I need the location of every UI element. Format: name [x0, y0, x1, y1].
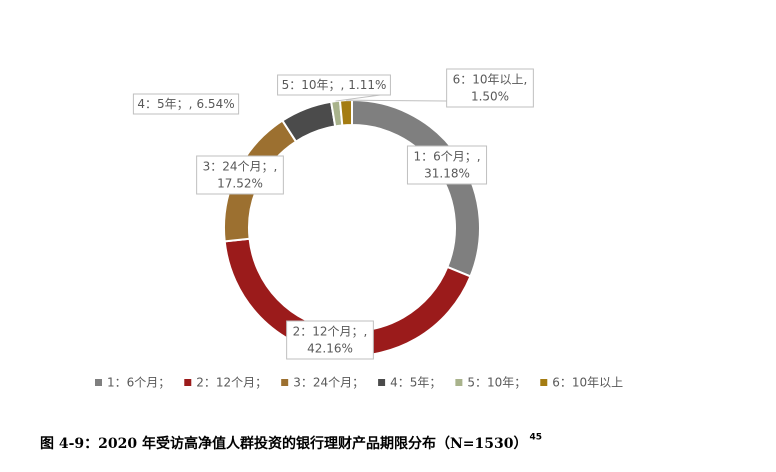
legend-swatch: [184, 379, 192, 386]
legend-label: 3：24个月；: [293, 376, 364, 390]
legend-label: 5：10年；: [467, 376, 526, 390]
legend-label: 6：10年以上: [552, 376, 623, 390]
data-label: 3：24个月；, 17.52%: [196, 155, 284, 195]
label-name: 1：6个月；,: [413, 150, 480, 164]
footnote-ref: 45: [530, 433, 543, 443]
label-value: 1.50%: [471, 90, 509, 104]
label-text: 4：5年；, 6.54%: [137, 97, 234, 111]
label-text: 5：10年；, 1.11%: [282, 78, 387, 92]
caption: 图 4-9：2020 年受访高净值人群投资的银行理财产品期限分布（N=1530）: [40, 435, 528, 452]
label-box: [196, 155, 284, 195]
label-box: [286, 320, 374, 360]
label-box: [406, 145, 488, 185]
data-label: 6：10年以上, 1.50%: [446, 68, 534, 108]
label-name: 5：10年；,: [282, 78, 345, 92]
leader-line: [335, 94, 381, 102]
legend-swatch: [540, 379, 548, 386]
donut-slice: [351, 98, 481, 278]
legend-swatch: [455, 379, 463, 386]
legend-label: 1：6个月；: [107, 376, 170, 390]
legend-swatch: [95, 379, 102, 386]
label-value: 1.11%: [348, 78, 386, 92]
label-box: [446, 68, 534, 108]
data-label: 5：10年；, 1.11%: [277, 74, 391, 96]
legend-swatch: [378, 379, 386, 386]
legend-label: 2：12个月；: [196, 376, 267, 390]
label-value: 31.18%: [424, 167, 470, 181]
donut-slice: [338, 98, 353, 127]
data-label: 1：6个月；, 31.18%: [406, 145, 488, 185]
label-name: 4：5年；,: [137, 97, 192, 111]
data-label: 2：12个月；, 42.16%: [286, 320, 374, 360]
label-name: 6：10年以上,: [453, 73, 528, 87]
legend-label: 4：5年；: [390, 376, 441, 390]
label-value: 17.52%: [217, 177, 263, 191]
data-label: 4：5年；, 6.54%: [132, 93, 240, 115]
legend-swatch: [281, 379, 289, 386]
label-value: 42.16%: [307, 342, 353, 356]
label-value: 6.54%: [196, 97, 234, 111]
label-box: [132, 93, 240, 115]
leader-line: [345, 99, 447, 102]
label-name: 2：12个月；,: [293, 325, 368, 339]
label-box: [277, 74, 391, 96]
label-name: 3：24个月；,: [203, 160, 278, 174]
